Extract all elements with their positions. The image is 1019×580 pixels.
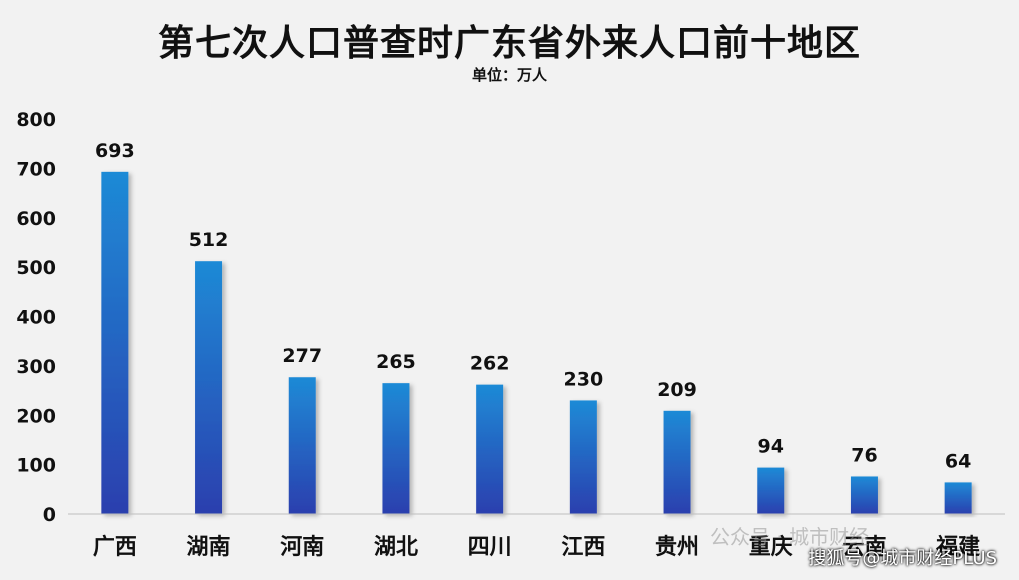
x-tick-label: 重庆 (749, 534, 793, 560)
bar-重庆 (757, 467, 785, 514)
data-label: 265 (376, 351, 416, 373)
x-axis: 广西 湖南 河南 湖北 四川 江西 贵州 重庆 云南 福建 (93, 534, 980, 560)
data-label: 76 (851, 444, 877, 466)
x-tick-label: 江西 (561, 535, 605, 560)
chart-subtitle: 单位：万人 (471, 66, 547, 84)
y-tick-label: 600 (16, 208, 56, 230)
chart-title: 第七次人口普查时广东省外来人口前十地区 (157, 23, 861, 64)
y-tick-label: 500 (16, 257, 56, 279)
watermark-sohu: 搜狐号@城市财经PLUS (808, 548, 997, 569)
x-tick-label: 云南 (842, 535, 886, 560)
x-tick-label: 湖南 (187, 535, 231, 560)
data-label: 512 (189, 229, 229, 251)
y-tick-label: 300 (16, 356, 56, 378)
y-tick-label: 700 (16, 158, 56, 180)
data-label: 277 (282, 345, 322, 367)
x-tick-label: 广西 (93, 534, 137, 560)
x-tick-label: 贵州 (655, 535, 699, 560)
data-label: 209 (657, 379, 697, 401)
bar-江西 (569, 400, 597, 514)
bar-四川 (476, 384, 504, 514)
y-axis: 0 100 200 300 400 500 600 700 800 (16, 109, 56, 526)
y-tick-label: 100 (16, 455, 56, 477)
y-tick-label: 200 (16, 405, 56, 427)
bar-福建 (944, 482, 972, 514)
data-label: 262 (470, 353, 510, 375)
bar-河南 (288, 377, 316, 514)
data-label: 693 (95, 140, 135, 162)
y-tick-label: 0 (43, 504, 56, 526)
bar-湖北 (382, 383, 410, 514)
bar-云南 (850, 476, 878, 514)
y-tick-label: 800 (16, 109, 56, 131)
bar-湖南 (195, 261, 223, 514)
x-tick-label: 湖北 (374, 535, 418, 560)
x-tick-label: 福建 (935, 535, 980, 560)
x-tick-label: 河南 (280, 535, 324, 560)
y-tick-label: 400 (16, 307, 56, 329)
data-label: 230 (564, 368, 604, 390)
bars: 693 512 277 265 262 230 209 94 76 64 (95, 140, 972, 515)
watermark-wechat: 公众号 · 城市财经 (710, 525, 870, 549)
data-label: 64 (945, 450, 971, 472)
bar-广西 (101, 171, 129, 515)
data-label: 94 (758, 436, 784, 458)
bar-贵州 (663, 410, 691, 514)
x-tick-label: 四川 (468, 535, 512, 560)
